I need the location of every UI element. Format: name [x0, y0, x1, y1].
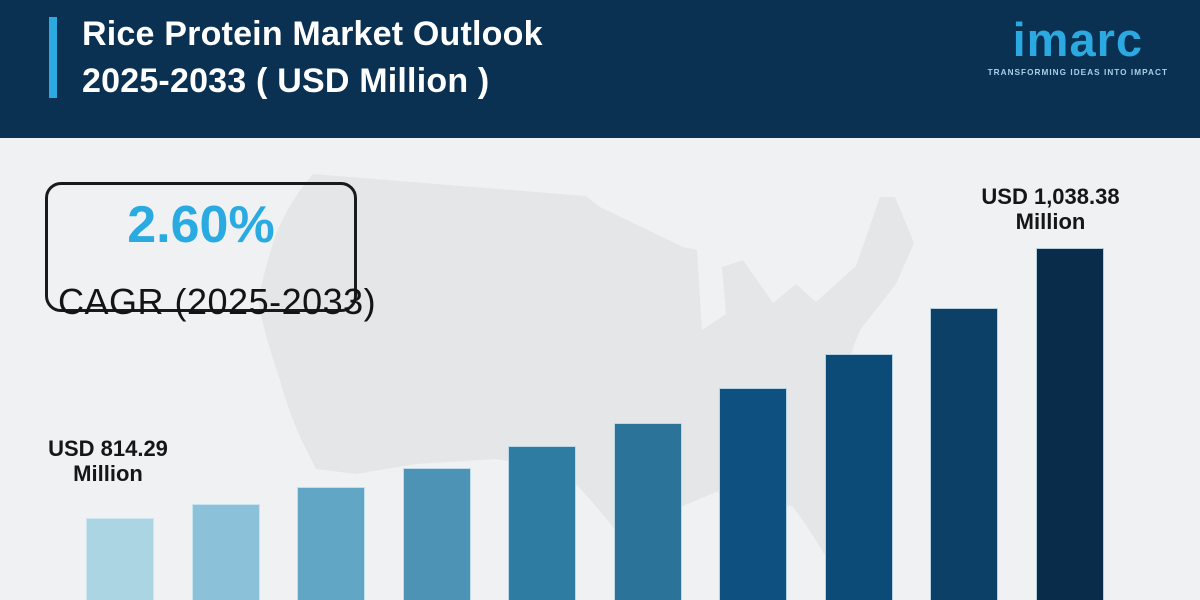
cagr-value: 2.60% [127, 196, 275, 254]
end-value-line-2: Million [1015, 209, 1086, 234]
bar-3 [297, 487, 366, 600]
start-value-line-1: USD 814.29 [48, 436, 168, 461]
header: Rice Protein Market Outlook 2025-2033 ( … [0, 0, 1200, 138]
page-title-line-1: Rice Protein Market Outlook [82, 15, 543, 53]
start-value-label: USD 814.29 Million [22, 436, 194, 486]
page-title: Rice Protein Market Outlook 2025-2033 ( … [82, 11, 543, 105]
imarc-logo: imarc TRANSFORMING IDEAS INTO IMPACT [987, 13, 1168, 78]
cagr-label: CAGR (2025-2033) [58, 281, 377, 322]
end-value-label: USD 1,038.38 Million [963, 184, 1138, 234]
title-accent-bar [49, 17, 57, 98]
bar-9 [930, 308, 999, 600]
start-value-line-2: Million [73, 461, 143, 486]
imarc-logo-tagline: TRANSFORMING IDEAS INTO IMPACT [987, 68, 1168, 77]
bar-6 [613, 423, 682, 600]
chart-area: 2.60% CAGR (2025-2033) USD 814.29 Millio… [0, 138, 1200, 600]
bar-10 [1035, 248, 1104, 600]
bar-chart [86, 138, 1104, 600]
end-value-line-1: USD 1,038.38 [981, 184, 1120, 209]
bar-7 [719, 388, 788, 600]
imarc-logo-text: imarc [1012, 13, 1144, 66]
bar-8 [824, 354, 893, 600]
cagr-box: 2.60% CAGR (2025-2033) [45, 182, 376, 322]
bar-1 [86, 518, 154, 600]
bar-5 [508, 446, 577, 600]
bar-2 [191, 504, 260, 600]
bar-4 [402, 468, 471, 600]
page-title-line-2: 2025-2033 ( USD Million ) [82, 62, 490, 100]
